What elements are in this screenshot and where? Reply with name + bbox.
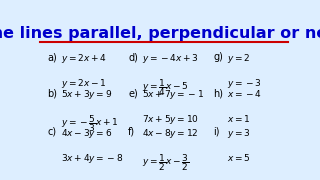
Text: $3x + 4y = -8$: $3x + 4y = -8$ [61, 152, 124, 165]
Text: $y = 3$: $y = 3$ [227, 127, 251, 140]
Text: a): a) [47, 52, 57, 62]
Text: $7x + 5y = 10$: $7x + 5y = 10$ [142, 113, 199, 126]
Text: c): c) [47, 127, 57, 137]
Text: $y = 2x + 4$: $y = 2x + 4$ [61, 52, 107, 65]
Text: $5x + 7y = -1$: $5x + 7y = -1$ [142, 88, 204, 101]
Text: $5x + 3y = 9$: $5x + 3y = 9$ [61, 88, 112, 101]
Text: b): b) [47, 88, 58, 98]
Text: $x = 5$: $x = 5$ [227, 152, 251, 163]
Text: $y = -\dfrac{5}{3}x + 1$: $y = -\dfrac{5}{3}x + 1$ [61, 113, 119, 134]
Text: f): f) [128, 127, 135, 137]
Text: $4x - 8y = 12$: $4x - 8y = 12$ [142, 127, 198, 140]
Text: h): h) [214, 88, 224, 98]
Text: $y = 2$: $y = 2$ [227, 52, 251, 65]
Text: $x = 1$: $x = 1$ [227, 113, 251, 124]
Text: $y = -4x + 3$: $y = -4x + 3$ [142, 52, 198, 65]
Text: e): e) [128, 88, 138, 98]
Text: d): d) [128, 52, 138, 62]
Text: Are the lines parallel, perpendicular or neither?: Are the lines parallel, perpendicular or… [0, 26, 320, 41]
Text: $y = \dfrac{1}{2}x - \dfrac{3}{2}$: $y = \dfrac{1}{2}x - \dfrac{3}{2}$ [142, 152, 189, 173]
Text: $4x - 3y = 6$: $4x - 3y = 6$ [61, 127, 112, 140]
Text: $y = -3$: $y = -3$ [227, 77, 262, 90]
Text: $x = -4$: $x = -4$ [227, 88, 262, 99]
Text: g): g) [214, 52, 223, 62]
Text: i): i) [214, 127, 220, 137]
Text: $y = \dfrac{1}{4}x - 5$: $y = \dfrac{1}{4}x - 5$ [142, 77, 188, 98]
Text: $y = 2x - 1$: $y = 2x - 1$ [61, 77, 107, 90]
